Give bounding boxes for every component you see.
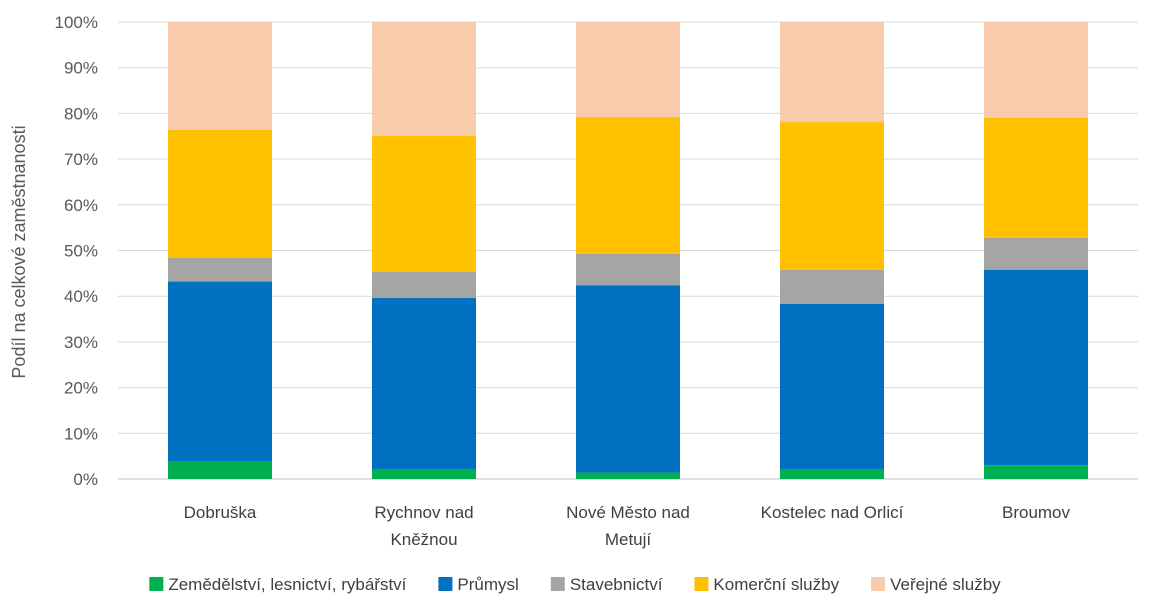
y-tick-label: 60% (64, 196, 98, 215)
y-tick-label: 50% (64, 242, 98, 261)
x-category-label: Nové Město nad (566, 503, 690, 522)
y-tick-label: 10% (64, 424, 98, 443)
bar-segment (984, 465, 1088, 479)
x-category-label: Metují (605, 530, 652, 549)
bar-segment (168, 129, 272, 258)
y-tick-label: 30% (64, 333, 98, 352)
legend-label: Zemědělství, lesnictví, rybářství (168, 575, 406, 594)
y-tick-label: 40% (64, 287, 98, 306)
y-tick-label: 70% (64, 150, 98, 169)
bar-segment (984, 117, 1088, 238)
bar-segment (780, 122, 884, 270)
legend-item: Komerční služby (694, 575, 840, 594)
legend-label: Průmysl (457, 575, 518, 594)
x-category-label: Kněžnou (390, 530, 457, 549)
bar-segment (576, 253, 680, 286)
legend-label: Stavebnictví (570, 575, 663, 594)
bar-segment (372, 298, 476, 469)
y-tick-label: 90% (64, 59, 98, 78)
bar-segment (984, 22, 1088, 118)
bar-segment (780, 303, 884, 469)
bar-segment (168, 22, 272, 130)
bar-segment (168, 281, 272, 462)
legend-swatch (149, 577, 164, 591)
bar-segment (576, 22, 680, 118)
legend-swatch (694, 577, 709, 591)
y-tick-label: 100% (55, 13, 98, 32)
bars (168, 22, 1088, 479)
bar-segment (372, 22, 476, 136)
y-axis-title: Podíl na celkové zaměstnanosti (9, 125, 29, 378)
legend-label: Veřejné služby (890, 575, 1001, 594)
legend-label: Komerční služby (713, 575, 839, 594)
legend-item: Stavebnictví (550, 575, 663, 594)
legend-swatch (550, 577, 565, 591)
legend-item: Veřejné služby (871, 575, 1001, 594)
legend-item: Průmysl (438, 575, 519, 594)
bar-segment (576, 472, 680, 479)
bar-segment (372, 135, 476, 272)
bar-segment (372, 468, 476, 479)
y-tick-label: 80% (64, 104, 98, 123)
bar-segment (576, 117, 680, 254)
bar-segment (984, 269, 1088, 466)
y-tick-label: 20% (64, 379, 98, 398)
legend-swatch (438, 577, 453, 591)
bar-segment (168, 461, 272, 479)
y-tick-label: 0% (73, 470, 98, 489)
bar-segment (984, 237, 1088, 270)
bar-segment (168, 257, 272, 282)
x-axis-labels: Dobruška Rychnov nad Kněžnou Nové Město nad… (184, 503, 1071, 549)
bar-segment (780, 269, 884, 304)
x-category-label: Rychnov nad (374, 503, 473, 522)
bar-segment (780, 22, 884, 123)
x-category-label: Dobruška (184, 503, 257, 522)
legend-swatch (871, 577, 886, 591)
x-category-label: Kostelec nad Orlicí (761, 503, 904, 522)
y-axis-ticks: 0% 10% 20% 30% 40% 50% 60% 70% 80% 90% 100% (55, 13, 98, 489)
bar-segment (576, 285, 680, 473)
bar-segment (780, 468, 884, 479)
x-category-label: Broumov (1002, 503, 1071, 522)
legend-item: Zemědělství, lesnictví, rybářství (149, 575, 407, 594)
bar-segment (372, 271, 476, 299)
legend: Zemědělství, lesnictví, rybářství Průmysl… (149, 575, 1001, 594)
